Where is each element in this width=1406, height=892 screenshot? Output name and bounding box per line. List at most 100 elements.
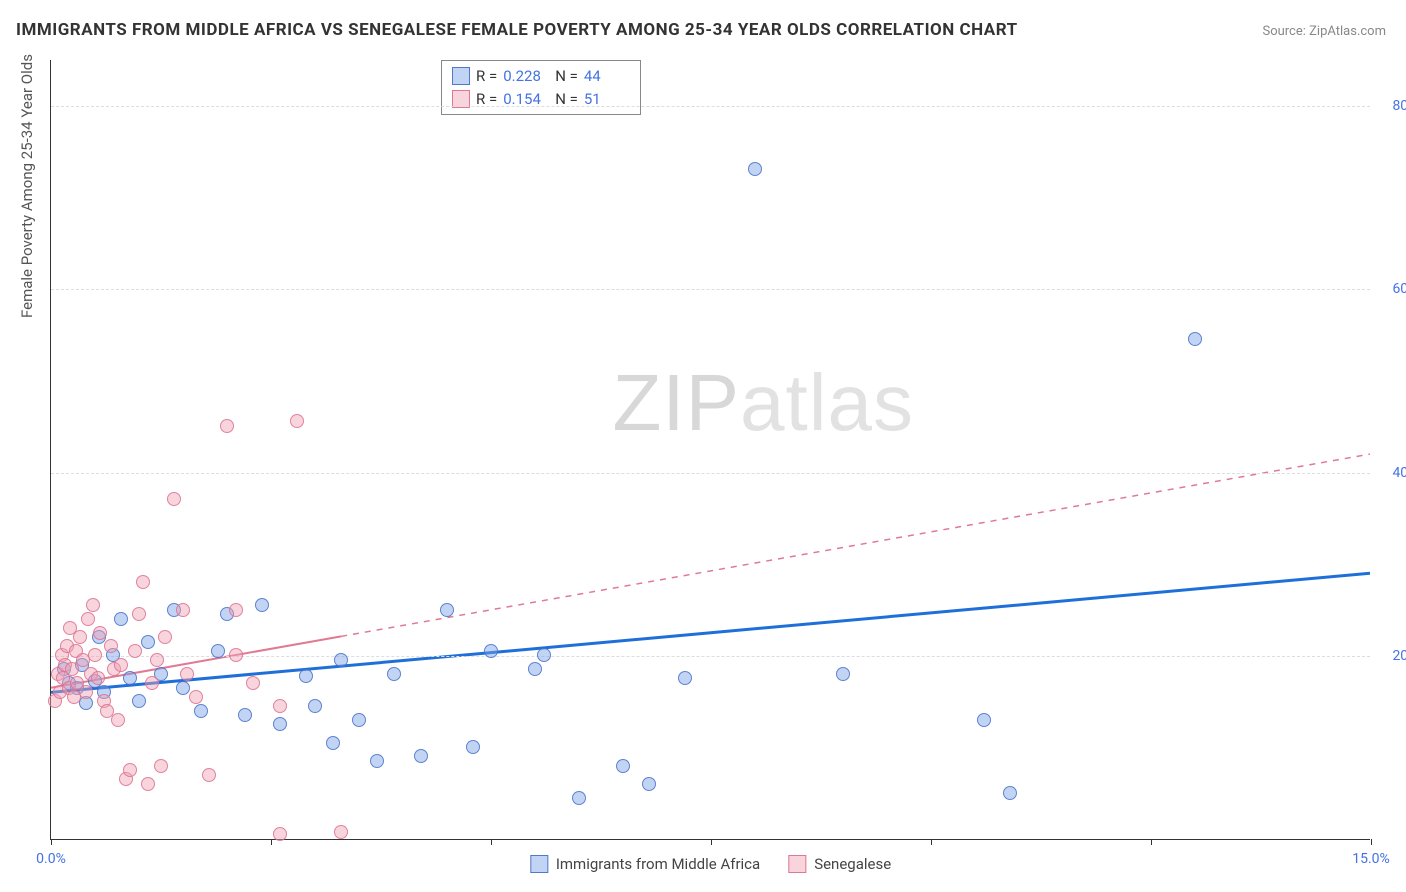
- data-point: [141, 635, 155, 649]
- data-point: [86, 598, 100, 612]
- x-tick: [491, 839, 492, 845]
- data-point: [642, 777, 656, 791]
- data-point: [123, 763, 137, 777]
- x-tick: [1151, 839, 1152, 845]
- data-point: [273, 699, 287, 713]
- data-point: [246, 676, 260, 690]
- data-point: [352, 713, 366, 727]
- data-point: [91, 671, 105, 685]
- data-point: [572, 791, 586, 805]
- trend-lines: [51, 60, 1370, 839]
- data-point: [104, 639, 118, 653]
- data-point: [180, 667, 194, 681]
- data-point: [466, 740, 480, 754]
- data-point: [678, 671, 692, 685]
- x-tick: [51, 839, 52, 845]
- data-point: [414, 749, 428, 763]
- y-tick-label: 60.0%: [1392, 281, 1406, 297]
- n-label: N =: [555, 65, 578, 88]
- data-point: [273, 717, 287, 731]
- data-point: [141, 777, 155, 791]
- y-axis-label: Female Poverty Among 25-34 Year Olds: [18, 54, 36, 318]
- swatch-series-b: [788, 855, 806, 873]
- data-point: [748, 162, 762, 176]
- data-point: [111, 713, 125, 727]
- data-point: [114, 658, 128, 672]
- swatch-series-a: [452, 67, 470, 85]
- r-label: R =: [476, 65, 497, 88]
- r-value-a: 0.228: [503, 65, 549, 88]
- source-name: ZipAtlas.com: [1309, 24, 1386, 39]
- data-point: [255, 598, 269, 612]
- legend-item-a: Immigrants from Middle Africa: [530, 855, 760, 873]
- data-point: [326, 736, 340, 750]
- swatch-series-a: [530, 855, 548, 873]
- watermark: ZIPatlas: [613, 357, 914, 449]
- data-point: [202, 768, 216, 782]
- data-point: [176, 603, 190, 617]
- data-point: [1188, 332, 1202, 346]
- data-point: [150, 653, 164, 667]
- data-point: [238, 708, 252, 722]
- x-tick: [711, 839, 712, 845]
- data-point: [308, 699, 322, 713]
- data-point: [370, 754, 384, 768]
- plot-area: ZIPatlas R = 0.228 N = 44 R = 0.154 N = …: [50, 60, 1370, 840]
- trend-line-dashed: [341, 454, 1370, 636]
- data-point: [537, 648, 551, 662]
- data-point: [290, 414, 304, 428]
- data-point: [132, 694, 146, 708]
- series-a-name: Immigrants from Middle Africa: [556, 855, 760, 873]
- data-point: [1003, 786, 1017, 800]
- chart-container: IMMIGRANTS FROM MIDDLE AFRICA VS SENEGAL…: [0, 0, 1406, 892]
- x-tick-label: 15.0%: [1352, 851, 1390, 867]
- source-prefix: Source:: [1262, 24, 1309, 39]
- series-b-name: Senegalese: [814, 855, 891, 873]
- data-point: [273, 827, 287, 841]
- data-point: [229, 603, 243, 617]
- gridline-h: [51, 656, 1370, 657]
- legend-item-b: Senegalese: [788, 855, 891, 873]
- data-point: [836, 667, 850, 681]
- gridline-h: [51, 473, 1370, 474]
- y-tick-label: 20.0%: [1392, 648, 1406, 664]
- data-point: [167, 492, 181, 506]
- data-point: [132, 607, 146, 621]
- data-point: [220, 419, 234, 433]
- gridline-h: [51, 106, 1370, 107]
- data-point: [145, 676, 159, 690]
- data-point: [73, 630, 87, 644]
- data-point: [528, 662, 542, 676]
- x-tick: [931, 839, 932, 845]
- y-tick-label: 80.0%: [1392, 98, 1406, 114]
- data-point: [440, 603, 454, 617]
- data-point: [176, 681, 190, 695]
- data-point: [114, 612, 128, 626]
- data-point: [123, 671, 137, 685]
- data-point: [154, 759, 168, 773]
- x-tick: [271, 839, 272, 845]
- data-point: [334, 653, 348, 667]
- data-point: [616, 759, 630, 773]
- data-point: [194, 704, 208, 718]
- chart-title: IMMIGRANTS FROM MIDDLE AFRICA VS SENEGAL…: [16, 20, 1018, 40]
- data-point: [93, 626, 107, 640]
- y-tick-label: 40.0%: [1392, 465, 1406, 481]
- data-point: [81, 612, 95, 626]
- data-point: [211, 644, 225, 658]
- data-point: [484, 644, 498, 658]
- n-value-a: 44: [584, 65, 630, 88]
- data-point: [299, 669, 313, 683]
- gridline-h: [51, 289, 1370, 290]
- data-point: [189, 690, 203, 704]
- x-tick-label: 0.0%: [36, 851, 66, 867]
- data-point: [128, 644, 142, 658]
- data-point: [79, 685, 93, 699]
- legend-row-series-a: R = 0.228 N = 44: [452, 65, 630, 88]
- source-attribution: Source: ZipAtlas.com: [1262, 24, 1386, 39]
- data-point: [158, 630, 172, 644]
- series-legend: Immigrants from Middle Africa Senegalese: [530, 855, 891, 873]
- x-tick: [1371, 839, 1372, 845]
- data-point: [334, 825, 348, 839]
- data-point: [136, 575, 150, 589]
